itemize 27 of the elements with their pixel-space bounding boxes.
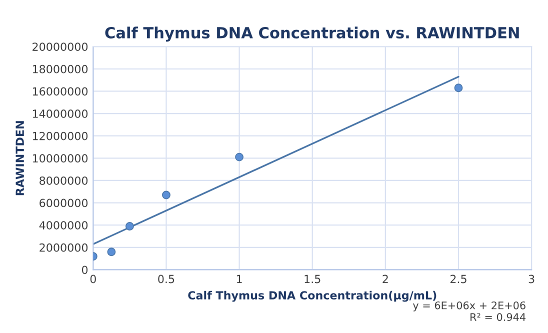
point: [125, 222, 134, 230]
point: [162, 190, 170, 200]
x-tick-label: 0.5: [158, 274, 174, 284]
x-tick-label: 1: [236, 274, 242, 284]
y-tick-label: 8000000: [40, 176, 88, 185]
point: [107, 248, 116, 256]
text: y = 6E+06x + 2E+06 R² = 0.944: [412, 301, 526, 321]
y-tick-label: 18000000: [32, 64, 88, 74]
x-axis-title: Calf Thymus DNA Concentration(µg/mL): [188, 290, 436, 302]
y-tick-label: 10000000: [32, 154, 88, 163]
point: [235, 152, 244, 162]
y-axis-title: RAWINTDEN: [16, 121, 24, 196]
y-tick-label: 16000000: [32, 87, 88, 96]
y-tick-label: 2000000: [40, 243, 88, 252]
y-tick-label: 4000000: [39, 221, 88, 230]
x-tick-label: 0: [90, 274, 96, 284]
x-tick-label: 3: [528, 274, 534, 284]
y-tick-label: 14000000: [32, 110, 88, 118]
x-tick-label: 2: [382, 274, 388, 284]
x-tick-label: 2.5: [450, 274, 466, 284]
y-tick-label: 20000000: [32, 42, 88, 51]
chart-title: Calf Thymus DNA Concentration vs. RAWINTDEN: [105, 26, 519, 42]
y-tick-label: 12000000: [32, 132, 88, 140]
point: [454, 84, 463, 92]
x-tick-label: 1.5: [304, 274, 320, 284]
y-tick-label: 6000000: [40, 198, 88, 208]
y-tick-label: 0: [82, 266, 88, 274]
